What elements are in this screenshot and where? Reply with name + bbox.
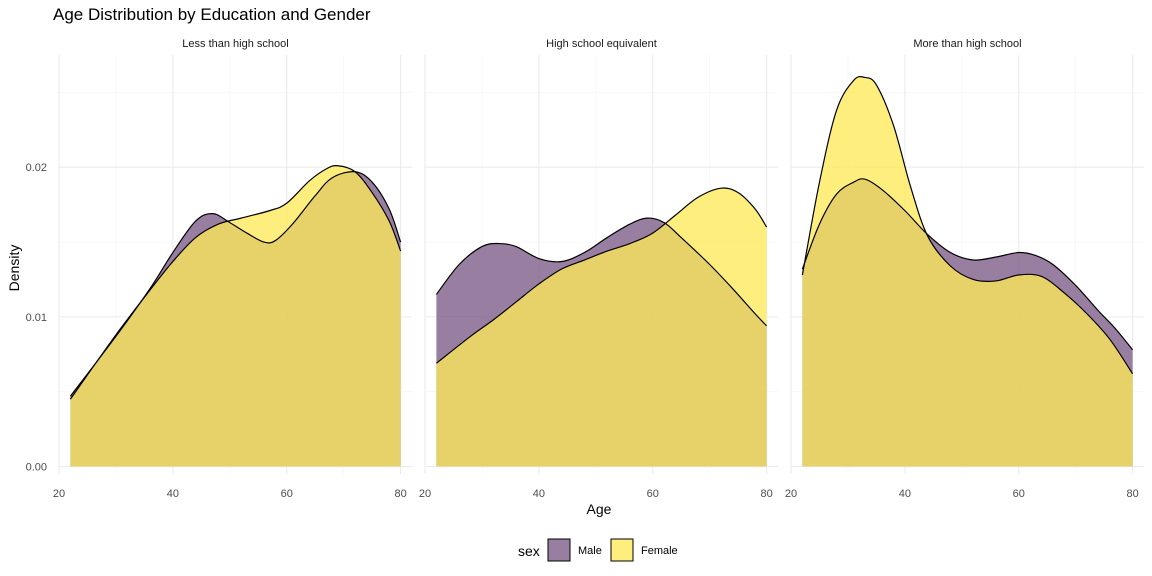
- density-outline-female: [69, 165, 402, 400]
- y-tick-label: 0.02: [26, 162, 47, 174]
- legend-key-female: [610, 538, 634, 562]
- density-area-female: [70, 165, 401, 467]
- x-tick-label: 20: [419, 488, 431, 500]
- y-axis: 0.00 0.01 0.02: [26, 162, 47, 473]
- facet-panel: More than high school 20 40 60 80: [785, 38, 1144, 500]
- legend-label-female: Female: [641, 545, 678, 557]
- facet-strip-label: High school equivalent: [546, 38, 657, 50]
- legend-label-male: Male: [578, 545, 602, 557]
- facet-strip-label: Less than high school: [182, 38, 288, 50]
- density-outline-female: [436, 187, 768, 364]
- density-outline-female: [801, 76, 1134, 375]
- x-tick-label: 20: [53, 488, 65, 500]
- facet-panel: High school equivalent 20 40 60 80: [419, 38, 778, 500]
- density-outline-male: [801, 178, 1134, 351]
- density-outline-male: [69, 170, 402, 397]
- facet-strip-label: More than high school: [913, 38, 1021, 50]
- y-tick-label: 0.01: [26, 312, 47, 324]
- chart-title: Age Distribution by Education and Gender: [53, 5, 371, 24]
- density-outline-male: [435, 217, 768, 327]
- x-tick-label: 40: [533, 488, 545, 500]
- density-area-female: [802, 76, 1133, 467]
- x-tick-label: 80: [760, 488, 772, 500]
- legend-title: sex: [518, 543, 540, 559]
- x-tick-label: 60: [281, 488, 293, 500]
- x-tick-label: 40: [167, 488, 179, 500]
- density-area-female: [436, 188, 767, 467]
- x-tick-label: 60: [647, 488, 659, 500]
- x-tick-label: 60: [1013, 488, 1025, 500]
- facet-panel: Less than high school 20 40 60 80: [53, 38, 412, 500]
- x-axis-title: Age: [587, 501, 612, 517]
- legend-key-male: [547, 538, 571, 562]
- x-tick-label: 80: [394, 488, 406, 500]
- x-tick-label: 40: [899, 488, 911, 500]
- y-tick-label: 0.00: [26, 462, 47, 474]
- x-tick-label: 20: [785, 488, 797, 500]
- y-axis-title: Density: [6, 245, 22, 292]
- x-tick-label: 80: [1126, 488, 1138, 500]
- legend: sex Male Female: [518, 538, 678, 562]
